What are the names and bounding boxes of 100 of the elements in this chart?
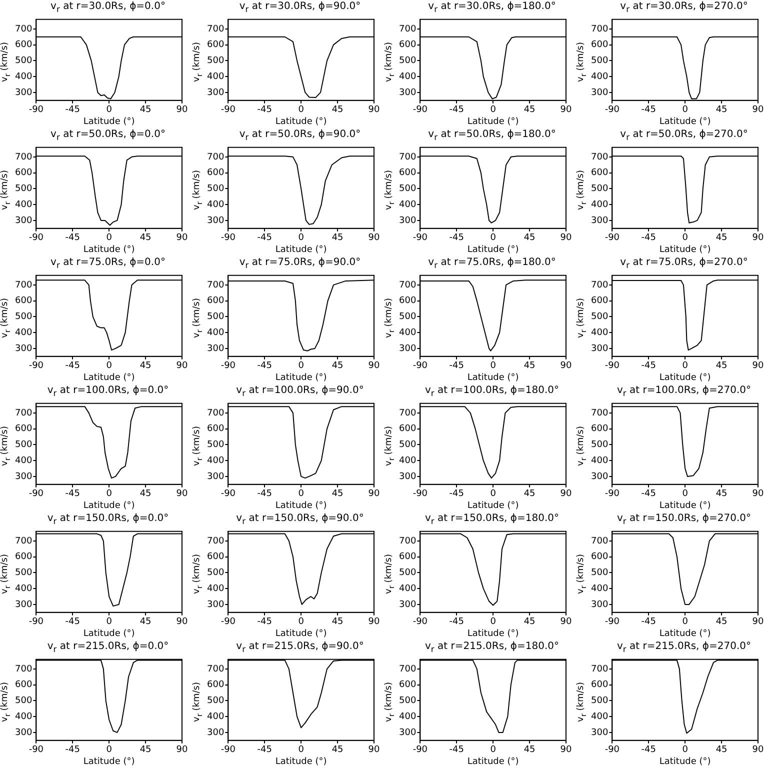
x-tick-label: 0 [490,745,496,756]
y-tick-label: 500 [398,696,416,706]
y-tick-label: 300 [14,472,32,482]
x-tick-label: 45 [332,745,344,756]
y-tick-label: 300 [206,728,224,738]
x-tick-label: -90 [220,233,236,244]
x-axis-title: Latitude (°) [659,628,711,639]
x-tick-label: -90 [412,361,428,372]
x-tick-label: 0 [298,489,304,500]
x-tick-label: 90 [176,361,188,372]
y-tick-label: 300 [206,600,224,610]
x-tick-label: 90 [560,489,572,500]
x-tick-label: 45 [140,617,152,628]
x-axis-title: Latitude (°) [659,116,711,127]
x-tick-label: -90 [28,745,44,756]
y-tick-label: 600 [14,424,32,434]
x-tick-label: -90 [28,617,44,628]
x-tick-label: 90 [752,617,764,628]
y-tick-label: 500 [14,696,32,706]
y-tick-label: 700 [206,536,224,546]
chart-title: v$_{r}$ at r=75.0Rs, ϕ=180.0° [427,256,557,272]
x-tick-label: 45 [524,489,536,500]
y-tick-label: 300 [590,600,608,610]
y-tick-label: 400 [398,584,416,594]
x-tick-label: 0 [490,233,496,244]
y-tick-label: 500 [14,440,32,450]
x-tick-label: -90 [28,489,44,500]
y-tick-label: 500 [590,184,608,194]
x-tick-label: -45 [65,233,80,244]
chart-title: v$_{r}$ at r=215.0Rs, ϕ=90.0° [235,640,365,656]
x-tick-label: -45 [65,617,80,628]
x-tick-label: 90 [752,105,764,116]
y-tick-label: 400 [590,200,608,210]
x-tick-label: 90 [560,233,572,244]
y-tick-label: 700 [398,280,416,290]
y-tick-label: 700 [14,664,32,674]
y-tick-label: 500 [398,56,416,66]
x-tick-label: 0 [106,233,112,244]
y-tick-label: 500 [206,568,224,578]
x-tick-label: -45 [257,233,272,244]
x-tick-label: -45 [449,105,464,116]
x-tick-label: -45 [65,745,80,756]
x-tick-label: 90 [560,617,572,628]
y-tick-label: 500 [398,568,416,578]
x-tick-label: 90 [176,617,188,628]
y-tick-label: 400 [14,456,32,466]
y-tick-label: 500 [398,184,416,194]
chart-title: v$_{r}$ at r=50.0Rs, ϕ=270.0° [619,128,749,144]
y-tick-label: 700 [206,664,224,674]
y-tick-label: 600 [206,680,224,690]
y-tick-label: 600 [398,424,416,434]
y-tick-label: 500 [14,312,32,322]
chart-title: v$_{r}$ at r=100.0Rs, ϕ=270.0° [616,384,752,400]
x-tick-label: -90 [220,617,236,628]
x-tick-label: 0 [682,361,688,372]
y-tick-label: 400 [398,456,416,466]
x-tick-label: 90 [368,745,380,756]
y-tick-label: 300 [206,344,224,354]
x-tick-label: -90 [220,745,236,756]
y-tick-label: 700 [14,152,32,162]
y-tick-label: 400 [590,456,608,466]
y-tick-label: 600 [206,552,224,562]
x-tick-label: 45 [332,361,344,372]
x-tick-label: 45 [140,745,152,756]
x-tick-label: -45 [641,105,656,116]
y-tick-label: 500 [590,56,608,66]
y-tick-label: 400 [590,712,608,722]
x-tick-label: 90 [368,489,380,500]
y-tick-label: 300 [590,88,608,98]
x-tick-label: -45 [449,489,464,500]
x-axis-title: Latitude (°) [659,756,711,767]
x-tick-label: 90 [176,105,188,116]
x-tick-label: 45 [716,745,728,756]
x-axis-title: Latitude (°) [83,244,135,255]
x-tick-label: 90 [176,489,188,500]
x-tick-label: 90 [176,745,188,756]
x-tick-label: -90 [604,745,620,756]
x-tick-label: -45 [257,105,272,116]
y-tick-label: 500 [590,696,608,706]
x-tick-label: -90 [604,361,620,372]
y-tick-label: 300 [14,344,32,354]
y-tick-label: 600 [590,552,608,562]
y-tick-label: 300 [206,216,224,226]
y-tick-label: 300 [398,472,416,482]
y-tick-label: 600 [14,168,32,178]
y-tick-label: 400 [590,584,608,594]
x-axis-title: Latitude (°) [275,244,327,255]
x-tick-label: 90 [368,361,380,372]
x-tick-label: 0 [298,745,304,756]
x-axis-title: Latitude (°) [467,244,519,255]
x-tick-label: -45 [65,489,80,500]
x-tick-label: 45 [716,489,728,500]
x-axis-title: Latitude (°) [467,372,519,383]
x-tick-label: 45 [524,361,536,372]
y-tick-label: 300 [398,216,416,226]
x-tick-label: 90 [752,361,764,372]
x-tick-label: -45 [257,617,272,628]
y-tick-label: 400 [14,712,32,722]
x-tick-label: 0 [106,617,112,628]
y-tick-label: 500 [398,440,416,450]
